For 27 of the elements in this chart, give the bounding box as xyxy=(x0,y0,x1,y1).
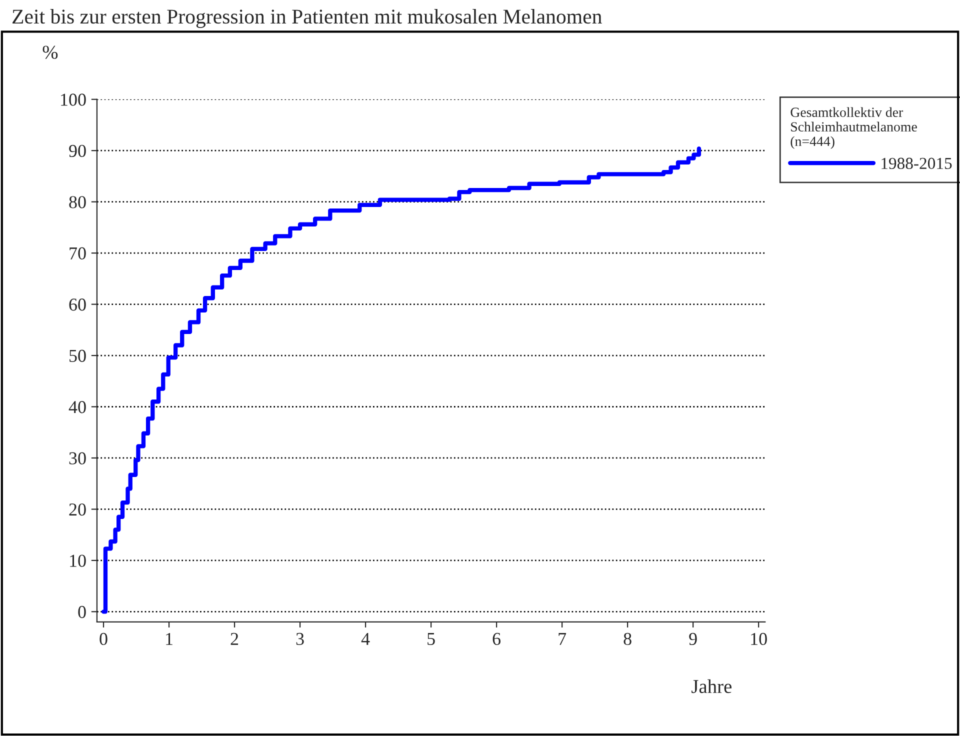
y-tick-label: 50 xyxy=(70,350,86,362)
y-axis-title: % xyxy=(42,46,58,59)
chart-title: Zeit bis zur ersten Progression in Patienten mit mukosalen Melanomen xyxy=(12,9,602,28)
x-tick-label: 4 xyxy=(361,632,370,645)
x-axis-title: Jahre xyxy=(692,679,732,694)
x-tick-label: 0 xyxy=(100,632,108,646)
y-tick-label: 60 xyxy=(69,298,86,311)
x-tick-label: 9 xyxy=(689,632,697,646)
y-tick-label: 0 xyxy=(78,606,86,618)
y-tick-label: 90 xyxy=(69,144,86,158)
x-tick-label: 10 xyxy=(751,632,767,646)
x-tick-label: 5 xyxy=(428,633,435,646)
y-tick-label: 100 xyxy=(61,94,86,106)
y-tick-label: 80 xyxy=(69,196,86,208)
y-tick-label: 70 xyxy=(70,247,86,260)
x-tick-label: 7 xyxy=(558,633,566,645)
x-tick-label: 3 xyxy=(296,632,304,646)
text: 1988-2015 xyxy=(882,158,952,170)
x-tick-label: 8 xyxy=(624,632,632,646)
y-tick-label: 20 xyxy=(69,503,86,516)
x-tick-label: 6 xyxy=(492,632,501,646)
legend-title: Gesamtkollektiv der Schleimhautmelanome (n=444) xyxy=(790,107,917,149)
x-tick-label: 1 xyxy=(166,632,172,645)
y-tick-label: 40 xyxy=(68,401,86,414)
y-tick-label: 10 xyxy=(70,554,86,567)
x-tick-label: 2 xyxy=(230,632,238,645)
y-tick-label: 30 xyxy=(69,452,86,464)
